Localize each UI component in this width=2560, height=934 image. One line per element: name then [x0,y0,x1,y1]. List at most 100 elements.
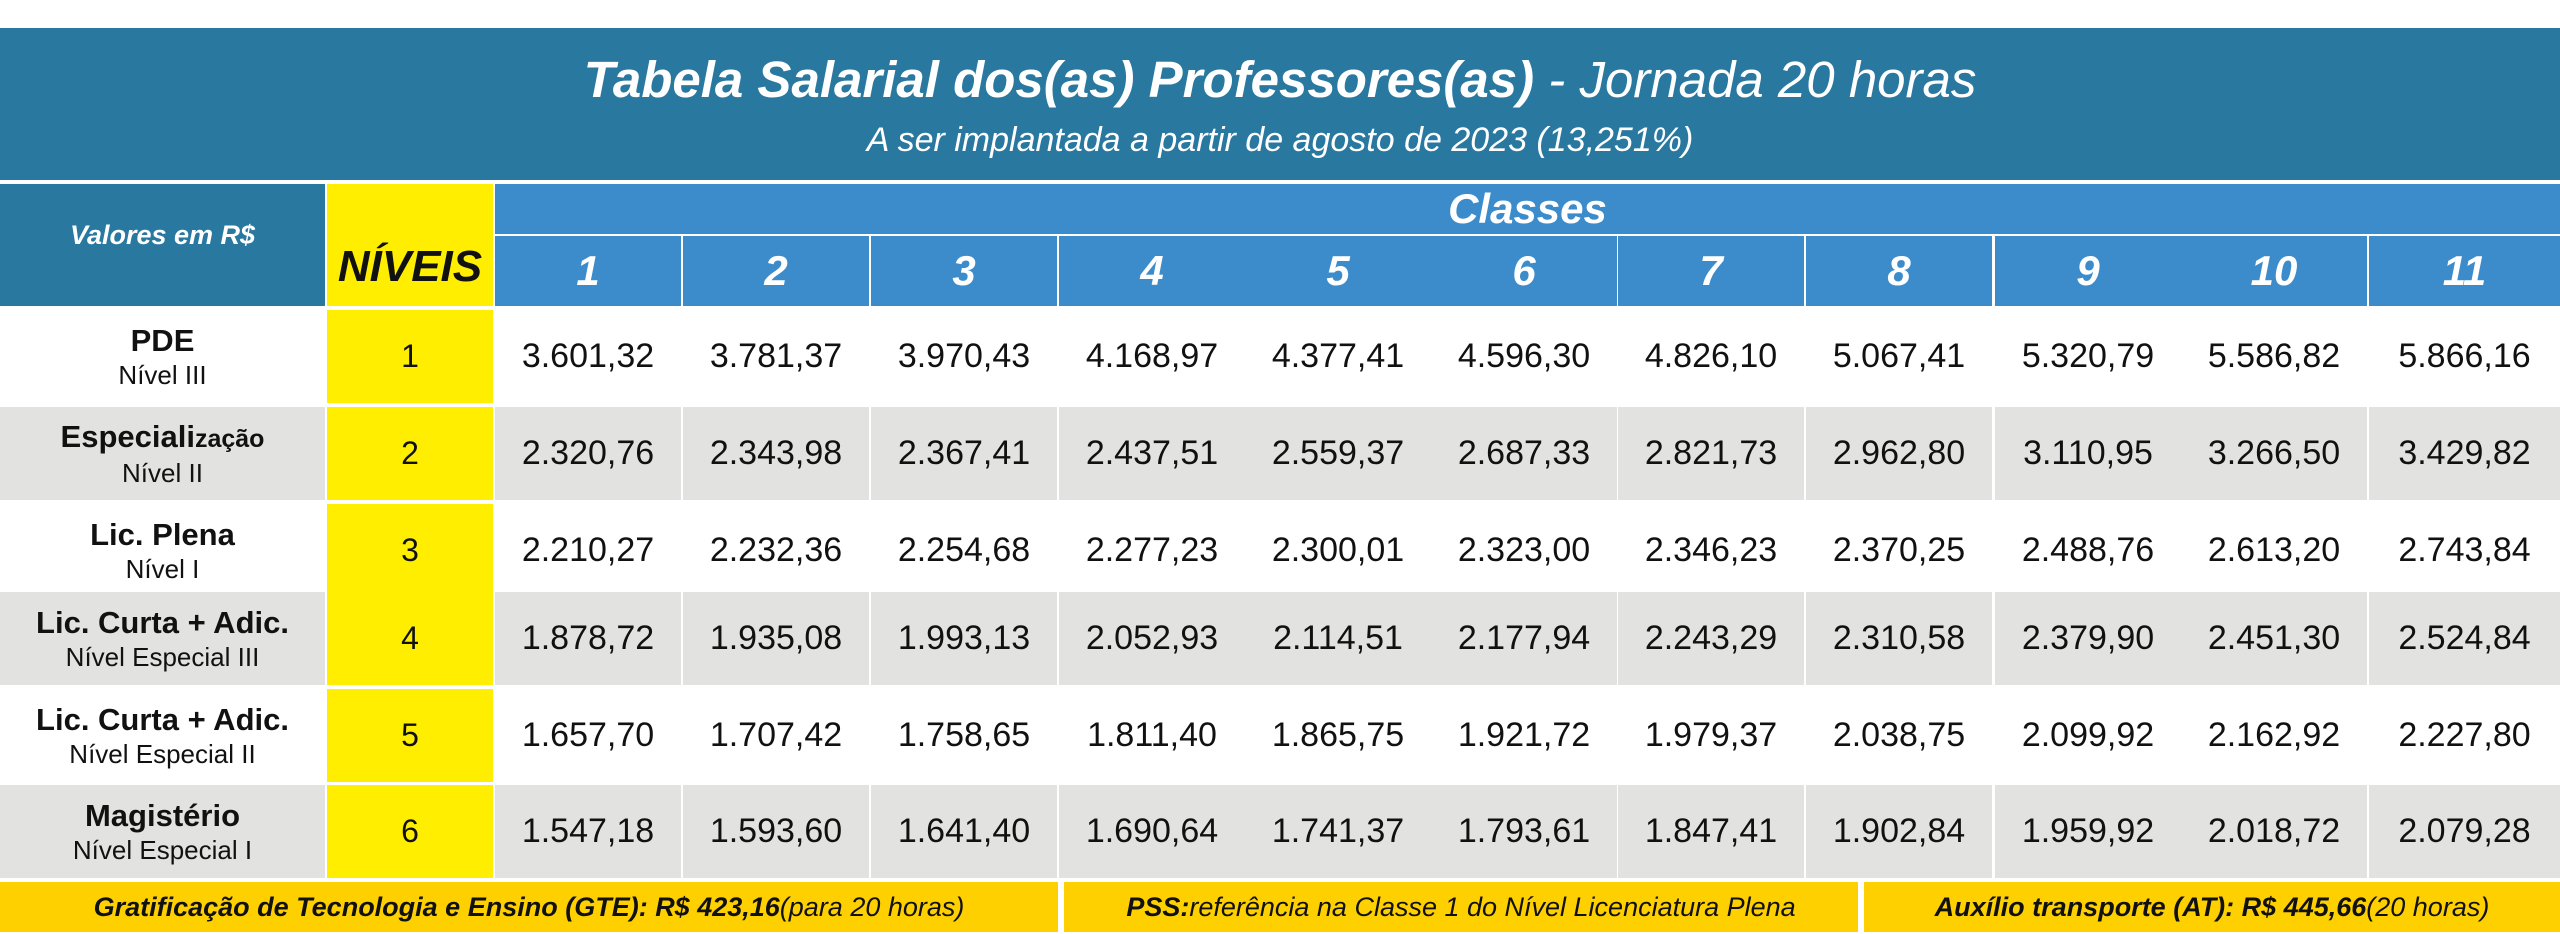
row-sublevel: Nível I [125,553,200,584]
footer-pss-rest: referência na Classe 1 do Nível Licencia… [1189,891,1796,922]
salary-cell: 2.346,23 [1618,504,1804,597]
row-name: PDE [0,323,325,359]
salary-cell: 2.277,23 [1059,504,1245,597]
salary-cell: 3.429,82 [2369,407,2560,500]
footer-gte-rest: (para 20 horas) [779,891,965,922]
salary-cell: 2.254,68 [871,504,1057,597]
salary-cell: 1.902,84 [1806,785,1992,878]
row-name: Lic. Plena [0,517,325,553]
row-label: Lic. Curta + Adic. Nível Especial III [0,592,325,685]
salary-cell: 3.781,37 [683,310,869,403]
row-label: Lic. Curta + Adic. Nível Especial II [0,689,325,782]
salary-cell: 5.067,41 [1806,310,1992,403]
salary-cell: 1.593,60 [683,785,869,878]
salary-cell: 2.210,27 [495,504,681,597]
row-sublevel: Nível Especial III [65,641,260,672]
row-name-main: Lic. Curta + Adic. [36,701,289,737]
salary-cell: 5.320,79 [1995,310,2181,403]
salary-cell: 3.110,95 [1995,407,2181,500]
level-number: 3 [327,504,493,597]
salary-cell: 2.367,41 [871,407,1057,500]
salary-cell: 1.811,40 [1059,689,1245,782]
class-header-5: 5 [1245,236,1431,306]
footer-at-rest: (20 horas) [2366,891,2490,922]
salary-cell: 1.979,37 [1618,689,1804,782]
salary-cell: 2.613,20 [2181,504,2367,597]
footer-pss: PSS: referência na Classe 1 do Nível Lic… [1064,882,1858,932]
row-name: Especialização [0,419,325,457]
class-header-2: 2 [683,236,869,306]
class-header-4: 4 [1059,236,1245,306]
row-name-main: Magistério [84,797,241,833]
row-sublevel: Nível II [122,457,203,488]
class-header-11: 11 [2369,236,2560,306]
row-label: Lic. Plena Nível I [0,504,325,597]
salary-cell: 2.320,76 [495,407,681,500]
class-header-6: 6 [1431,236,1617,306]
salary-cell: 2.310,58 [1806,592,1992,685]
row-name: Lic. Curta + Adic. [0,605,325,641]
salary-cell: 3.266,50 [2181,407,2367,500]
salary-cell: 1.741,37 [1245,785,1431,878]
title-rest: - Jornada 20 horas [1534,51,1977,108]
salary-cell: 2.524,84 [2369,592,2560,685]
salary-cell: 1.878,72 [495,592,681,685]
level-number: 6 [327,785,493,878]
salary-cell: 3.601,32 [495,310,681,403]
classes-header: Classes [495,184,2560,234]
class-header-3: 3 [871,236,1057,306]
footer-pss-bold: PSS: [1126,891,1190,922]
salary-cell: 1.935,08 [683,592,869,685]
row-name-main: Especiali [60,418,195,454]
salary-cell: 2.079,28 [2369,785,2560,878]
level-number: 2 [327,407,493,500]
row-label: Especialização Nível II [0,407,325,500]
salary-cell: 1.959,92 [1995,785,2181,878]
salary-cell: 1.921,72 [1431,689,1617,782]
footer-at-bold: Auxílio transporte (AT): R$ 445,66 [1934,891,2367,922]
salary-cell: 2.343,98 [683,407,869,500]
salary-cell: 1.993,13 [871,592,1057,685]
salary-cell: 2.962,80 [1806,407,1992,500]
salary-cell: 2.323,00 [1431,504,1617,597]
salary-cell: 1.690,64 [1059,785,1245,878]
salary-cell: 1.758,65 [871,689,1057,782]
salary-cell: 2.379,90 [1995,592,2181,685]
row-sublevel: Nível III [118,359,207,390]
salary-cell: 2.232,36 [683,504,869,597]
row-name-main: Lic. Plena [90,516,235,552]
title-banner: Tabela Salarial dos(as) Professores(as) … [0,28,2560,180]
salary-cell: 1.707,42 [683,689,869,782]
salary-cell: 2.099,92 [1995,689,2181,782]
footer-gte-bold: Gratificação de Tecnologia e Ensino (GTE… [93,891,780,922]
salary-cell: 1.793,61 [1431,785,1617,878]
class-header-1: 1 [495,236,681,306]
salary-cell: 2.038,75 [1806,689,1992,782]
level-number: 5 [327,689,493,782]
footer-gte: Gratificação de Tecnologia e Ensino (GTE… [0,882,1058,932]
salary-cell: 2.162,92 [2181,689,2367,782]
salary-cell: 2.370,25 [1806,504,1992,597]
level-number: 1 [327,310,493,403]
salary-cell: 1.547,18 [495,785,681,878]
salary-cell: 5.866,16 [2369,310,2560,403]
class-header-7: 7 [1618,236,1804,306]
values-unit-label: Valores em R$ [0,184,325,306]
salary-cell: 1.657,70 [495,689,681,782]
salary-cell: 1.847,41 [1618,785,1804,878]
salary-cell: 2.488,76 [1995,504,2181,597]
salary-cell: 2.114,51 [1245,592,1431,685]
salary-cell: 2.743,84 [2369,504,2560,597]
class-header-8: 8 [1806,236,1992,306]
class-header-9: 9 [1995,236,2181,306]
levels-header: NÍVEIS [327,184,493,306]
row-name-main: Lic. Curta + Adic. [36,604,289,640]
salary-cell: 2.018,72 [2181,785,2367,878]
row-name-suffix: zação [194,424,265,453]
salary-cell: 2.300,01 [1245,504,1431,597]
salary-cell: 2.687,33 [1431,407,1617,500]
salary-cell: 4.168,97 [1059,310,1245,403]
salary-cell: 2.227,80 [2369,689,2560,782]
salary-cell: 1.641,40 [871,785,1057,878]
salary-cell: 4.377,41 [1245,310,1431,403]
